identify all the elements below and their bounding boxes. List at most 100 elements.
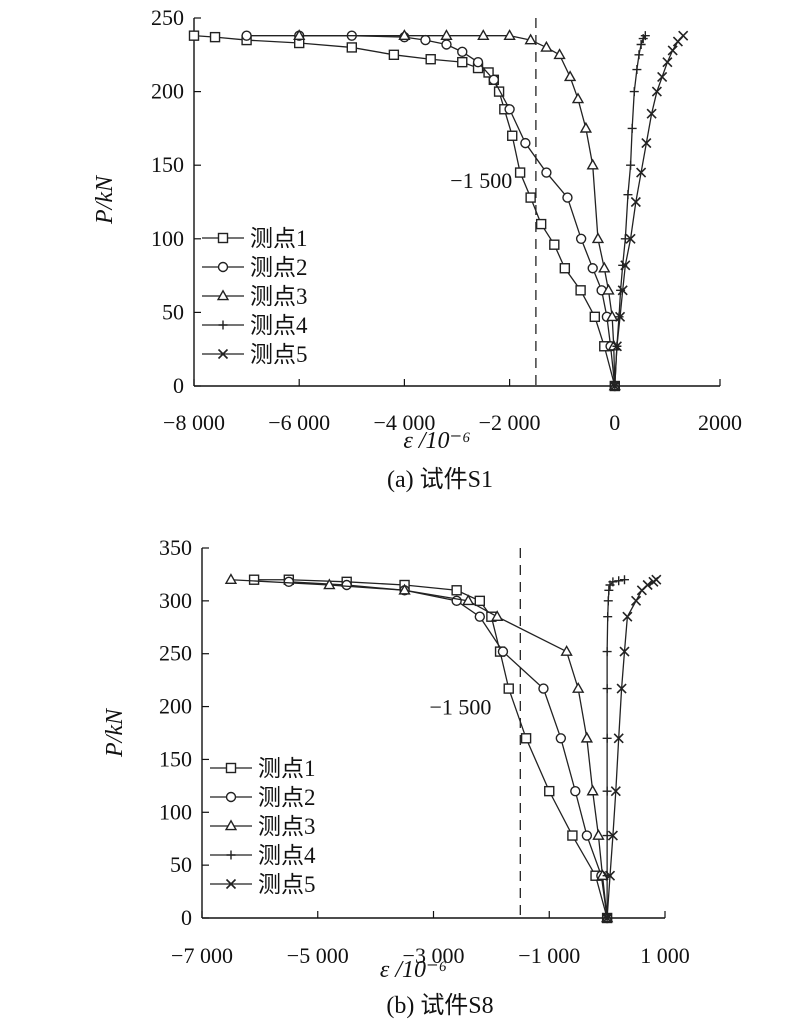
- data-point: [579, 121, 593, 133]
- series-1: [248, 574, 613, 924]
- legend-label: 测点1: [250, 226, 308, 251]
- series-4: [602, 575, 629, 923]
- data-point: [525, 192, 536, 203]
- y-axis-title: P/kN: [102, 707, 128, 758]
- chart-panel-a: 0 50 100 150 200 250 −8 000 −6 000 −4 000 −2 000 0…: [92, 5, 742, 493]
- data-point: [541, 167, 552, 178]
- legend-label: 测点2: [258, 785, 316, 810]
- legend-label: 测点4: [250, 313, 308, 338]
- data-point: [602, 786, 612, 796]
- data-point: [560, 645, 573, 656]
- data-point: [629, 87, 639, 97]
- data-point: [614, 311, 626, 322]
- data-point: [570, 785, 581, 797]
- legend-label: 测点4: [258, 843, 316, 868]
- data-point: [620, 234, 630, 244]
- data-point: [549, 239, 560, 250]
- data-point: [589, 311, 601, 323]
- legend-item: 测点4: [210, 843, 316, 868]
- data-point: [602, 831, 612, 841]
- data-point: [636, 167, 647, 178]
- data-point: [451, 595, 462, 607]
- data-point: [602, 647, 612, 657]
- data-point: [603, 596, 613, 606]
- data-point: [488, 74, 500, 86]
- data-point: [535, 218, 547, 230]
- data-point: [627, 123, 637, 133]
- data-point: [610, 786, 621, 797]
- x-tick-label: −8 000: [163, 410, 225, 435]
- data-point: [591, 232, 605, 244]
- data-point: [398, 583, 411, 595]
- data-point: [224, 573, 238, 585]
- data-point: [503, 683, 514, 694]
- legend-marker: [225, 878, 237, 890]
- data-point: [620, 260, 631, 271]
- data-point: [563, 70, 577, 82]
- figure-caption: (a) 试件S1: [387, 466, 493, 493]
- legend-marker: [224, 819, 238, 831]
- data-point: [188, 30, 200, 41]
- data-point: [514, 167, 526, 178]
- data-point: [520, 137, 531, 149]
- x-axis-title: ε /10⁻⁶: [403, 428, 470, 454]
- y-tick-label: 100: [159, 799, 192, 824]
- y-tick-label: 100: [151, 226, 184, 251]
- series-line: [230, 579, 608, 919]
- data-point: [474, 611, 485, 622]
- data-point: [630, 196, 641, 208]
- data-point: [614, 576, 624, 586]
- y-tick-label: 0: [181, 905, 192, 930]
- series-line: [299, 35, 616, 387]
- data-point: [420, 34, 431, 46]
- data-point: [611, 341, 622, 352]
- y-axis-title: P/kN: [92, 174, 118, 225]
- data-point: [497, 646, 509, 657]
- data-point: [622, 611, 633, 622]
- data-point: [491, 610, 504, 622]
- legend-item: 测点3: [210, 814, 316, 839]
- chart-panel-b: 0 50 100 150 200 250 300 350 −7 000 −5 000 −3 000 −…: [102, 535, 690, 1019]
- legend-item: 测点4: [202, 313, 308, 338]
- data-point: [608, 577, 618, 587]
- x-tick-label: −5 000: [287, 943, 349, 968]
- data-point: [572, 682, 585, 693]
- data-point: [651, 86, 662, 97]
- data-point: [607, 830, 618, 841]
- data-point: [632, 65, 642, 75]
- data-point: [283, 576, 295, 588]
- data-point: [640, 31, 650, 41]
- data-point: [602, 733, 612, 743]
- data-point: [602, 283, 615, 295]
- data-point: [472, 56, 484, 68]
- legend-marker: [217, 261, 229, 273]
- data-point: [293, 29, 306, 40]
- data-point: [616, 683, 627, 694]
- legend-label: 测点3: [250, 284, 308, 309]
- data-point: [483, 67, 494, 78]
- data-point: [567, 830, 578, 841]
- data-point: [619, 646, 630, 657]
- y-tick-label: 50: [170, 852, 192, 877]
- data-point: [209, 31, 221, 43]
- legend-label: 测点5: [250, 342, 308, 367]
- y-tick-label: 250: [151, 5, 184, 30]
- data-point: [457, 56, 468, 68]
- data-point: [575, 233, 587, 245]
- data-point: [538, 683, 549, 694]
- data-point: [602, 912, 613, 924]
- data-point: [441, 39, 452, 50]
- data-point: [562, 192, 573, 203]
- data-point: [451, 585, 462, 596]
- data-point: [346, 42, 357, 53]
- y-tick-label: 250: [159, 641, 192, 666]
- data-point: [636, 39, 646, 49]
- data-point: [609, 380, 620, 392]
- data-point: [457, 46, 468, 58]
- data-point: [524, 33, 537, 45]
- data-point: [625, 233, 636, 244]
- data-point: [626, 160, 636, 170]
- series-line: [606, 579, 657, 919]
- data-point: [477, 29, 490, 40]
